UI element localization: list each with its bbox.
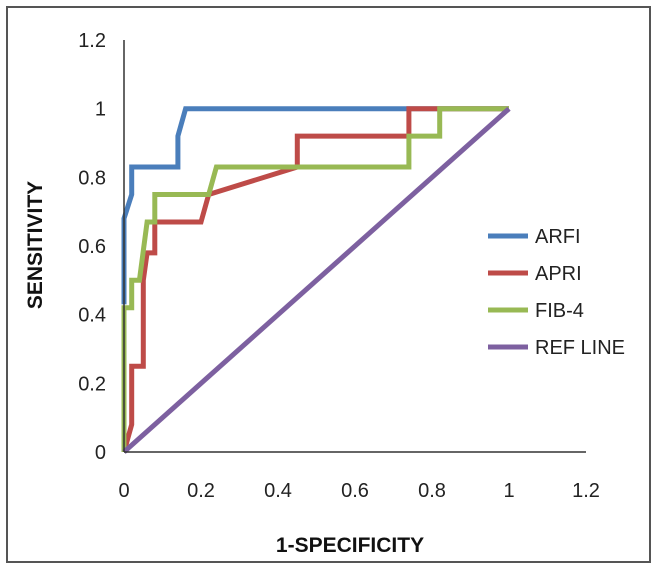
chart-frame — [6, 6, 651, 563]
series-layer — [121, 106, 511, 454]
y-tick-label: 1 — [95, 99, 106, 121]
y-tick-label: 0.6 — [78, 236, 106, 258]
x-tick-label: 1.2 — [572, 480, 600, 502]
y-tick-label: 0 — [95, 442, 106, 464]
series-line-apri — [121, 106, 509, 453]
y-tick-label: 0.8 — [78, 167, 106, 189]
x-tick-label: 0.2 — [187, 480, 215, 502]
x-axis-title: 1-SPECIFICITY — [276, 534, 424, 557]
series-line-arfi — [121, 106, 509, 305]
legend-label-arfi: ARFI — [535, 226, 581, 248]
legend-label-apri: APRI — [535, 263, 582, 285]
x-tick-label: 0.4 — [264, 480, 292, 502]
tick-layer: 0 0.2 0.4 0.6 0.8 1 1.2 0 0.2 0.4 0.6 0.8 1 1.2 — [78, 30, 600, 502]
x-tick-label: 0.8 — [418, 480, 446, 502]
y-tick-label: 0.2 — [78, 373, 106, 395]
y-tick-label: 1.2 — [78, 30, 106, 52]
legend-label-ref-line: REF LINE — [535, 337, 625, 359]
y-tick-label: 0.4 — [78, 305, 106, 327]
legend-label-fib-4: FIB-4 — [535, 300, 584, 322]
x-tick-label: 0 — [118, 480, 129, 502]
x-tick-label: 0.6 — [341, 480, 369, 502]
y-axis-title: SENSITIVITY — [24, 181, 47, 309]
series-line-fib-4 — [121, 106, 509, 452]
legend: ARFI APRI FIB-4 REF LINE — [488, 226, 625, 359]
x-tick-label: 1 — [503, 480, 514, 502]
series-line-ref-line — [122, 106, 511, 454]
axis-layer — [123, 40, 586, 453]
